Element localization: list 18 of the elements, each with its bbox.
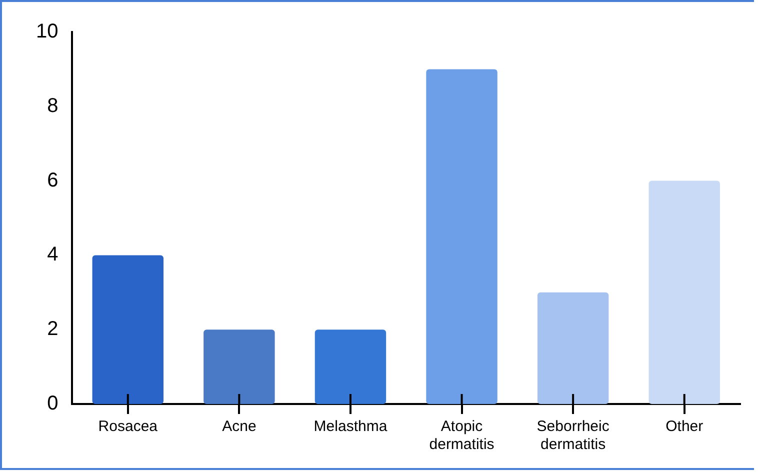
x-tick-label: Acne bbox=[222, 418, 256, 436]
x-tick-label: Rosacea bbox=[98, 418, 158, 436]
y-tick-label: 4 bbox=[47, 244, 58, 266]
y-tick-label: 0 bbox=[47, 392, 58, 415]
x-tick-label: Atopic dermatitis bbox=[429, 418, 494, 454]
y-tick-label: 2 bbox=[47, 318, 58, 340]
bar bbox=[314, 330, 386, 404]
bar bbox=[426, 69, 498, 404]
bar bbox=[204, 330, 275, 404]
x-tick-label: Other bbox=[666, 418, 704, 436]
y-tick-label: 6 bbox=[47, 169, 58, 192]
bar bbox=[537, 292, 609, 404]
y-tick-label: 8 bbox=[47, 94, 58, 117]
y-tick-label: 10 bbox=[36, 20, 58, 43]
bar bbox=[92, 255, 164, 404]
bar bbox=[648, 180, 720, 404]
x-tick-label: Seborrheic dermatitis bbox=[536, 418, 610, 454]
x-tick-label: Melasthma bbox=[314, 418, 388, 436]
